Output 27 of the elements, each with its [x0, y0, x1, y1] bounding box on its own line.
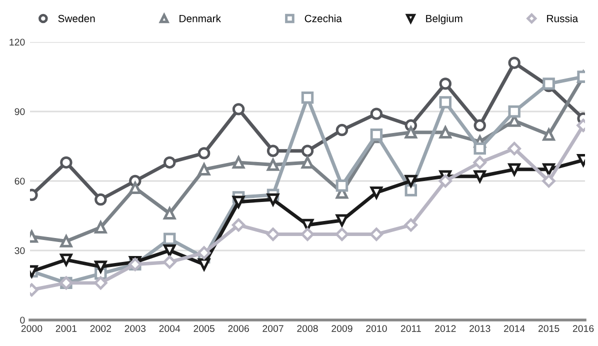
x-tick-label: 2003	[124, 325, 146, 332]
legend-label: Sweden	[58, 14, 95, 22]
y-tick-label: 30	[14, 247, 25, 254]
x-tick-label: 2004	[159, 325, 180, 332]
x-tick-label: 2011	[400, 325, 421, 332]
y-tick-label: 60	[14, 178, 25, 185]
x-tick-label: 2015	[538, 325, 560, 332]
x-tick-label: 2000	[21, 325, 42, 332]
legend-label: Russia	[547, 14, 578, 22]
x-tick-label: 2002	[90, 325, 111, 332]
legend-label: Czechia	[304, 14, 342, 22]
y-tick-label: 0	[20, 316, 25, 324]
x-tick-label: 2007	[262, 325, 284, 332]
x-tick-label: 2012	[435, 325, 456, 332]
x-tick-label: 2010	[366, 325, 387, 332]
y-tick-label: 120	[10, 38, 25, 46]
legend-label: Belgium	[426, 14, 462, 24]
x-tick-label: 2006	[228, 325, 249, 332]
y-tick-label: 90	[14, 108, 25, 116]
x-tick-label: 2016	[572, 325, 594, 332]
x-tick-label: 2001	[56, 325, 77, 332]
x-tick-label: 2013	[470, 325, 490, 332]
x-tick-label: 2014	[504, 325, 525, 332]
x-tick-label: 2008	[297, 325, 318, 332]
x-tick-label: 2005	[194, 325, 214, 332]
legend-label: Denmark	[180, 14, 221, 22]
x-tick-label: 2009	[332, 325, 352, 332]
